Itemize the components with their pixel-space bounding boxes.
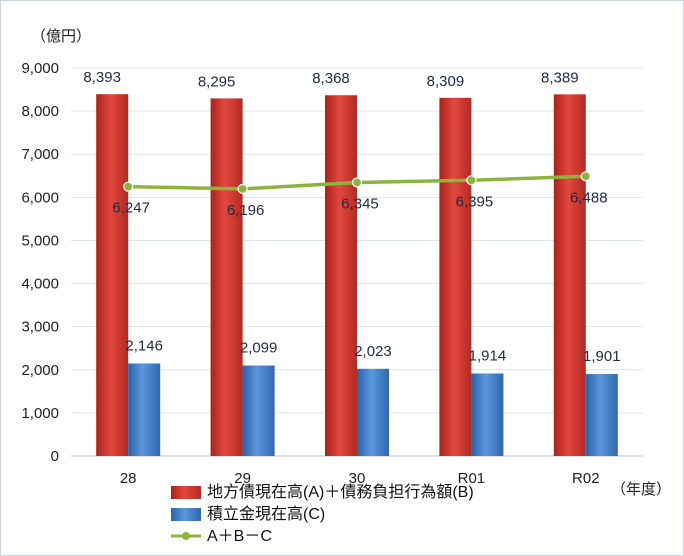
y-tick-label: 5,000 [21,232,59,249]
bar-reserve [585,374,618,456]
x-tick-label: 28 [120,470,137,487]
legend-swatch-debt [171,486,201,499]
x-axis-ticks: 28 29 30 R01 R02 [120,470,600,487]
y-tick-label: 2,000 [21,362,59,379]
line-point [466,175,477,186]
bar-debt [325,95,357,457]
y-tick-label: 7,000 [21,146,59,163]
line-point [237,183,248,194]
bar-reserve [128,363,161,456]
data-label-total: 6,196 [227,202,265,219]
line-point [123,181,134,192]
data-label-debt: 8,368 [312,70,350,87]
y-tick-label: 1,000 [21,405,59,422]
data-labels: 8,393 2,146 8,295 2,099 8,368 2,023 8,309 1,914… [83,69,620,365]
legend-marker-total [182,532,190,540]
legend-swatch-reserve [171,508,201,521]
y-tick-label: 8,000 [21,103,59,120]
data-label-debt: 8,393 [83,69,121,86]
bar-reserve [471,373,504,456]
y-tick-label: 9,000 [21,60,59,77]
y-tick-label: 3,000 [21,319,59,336]
data-label-debt: 8,309 [427,73,465,90]
bar-debt [210,98,243,456]
y-tick-label: 6,000 [21,189,59,206]
y-tick-label: 4,000 [21,276,59,293]
x-tick-label: 29 [234,470,251,487]
x-tick-label: 30 [349,470,366,487]
bars [96,94,618,457]
y-axis-ticks: 0 1,000 2,000 3,000 4,000 5,000 6,000 7,000 8,00… [21,60,59,465]
data-label-reserve: 2,099 [240,340,278,357]
y-tick-label: 0 [51,448,59,465]
legend-label: 積立金現在高(C) [207,505,325,523]
legend-label: 地方債現在高(A)＋債務負担行為額(B) [207,483,474,501]
data-label-debt: 8,389 [541,69,579,86]
x-tick-label: R01 [458,470,486,487]
data-label-reserve: 1,901 [583,348,621,365]
y-unit-label: （億円） [31,28,91,45]
line-point [351,177,363,188]
x-unit-label: （年度） [611,481,671,498]
data-label-total: 6,395 [456,193,494,210]
total-line [123,171,591,194]
bar-debt [553,94,586,457]
bar-debt [439,97,472,456]
legend: 地方債現在高(A)＋債務負担行為額(B) 積立金現在高(C) A＋B－C [171,483,474,545]
data-label-total: 6,488 [570,189,608,206]
data-label-reserve: 1,914 [469,347,507,364]
legend-label: A＋B－C [207,528,272,545]
line-point [580,171,591,182]
bar-reserve [242,365,275,456]
x-tick-label: R02 [572,470,600,487]
data-label-debt: 8,295 [198,73,236,90]
bar-debt [96,94,129,456]
bar-reserve [357,368,389,456]
data-label-total: 6,345 [341,195,379,212]
data-label-reserve: 2,146 [125,337,163,354]
data-label-total: 6,247 [112,200,150,217]
data-label-reserve: 2,023 [354,343,392,360]
